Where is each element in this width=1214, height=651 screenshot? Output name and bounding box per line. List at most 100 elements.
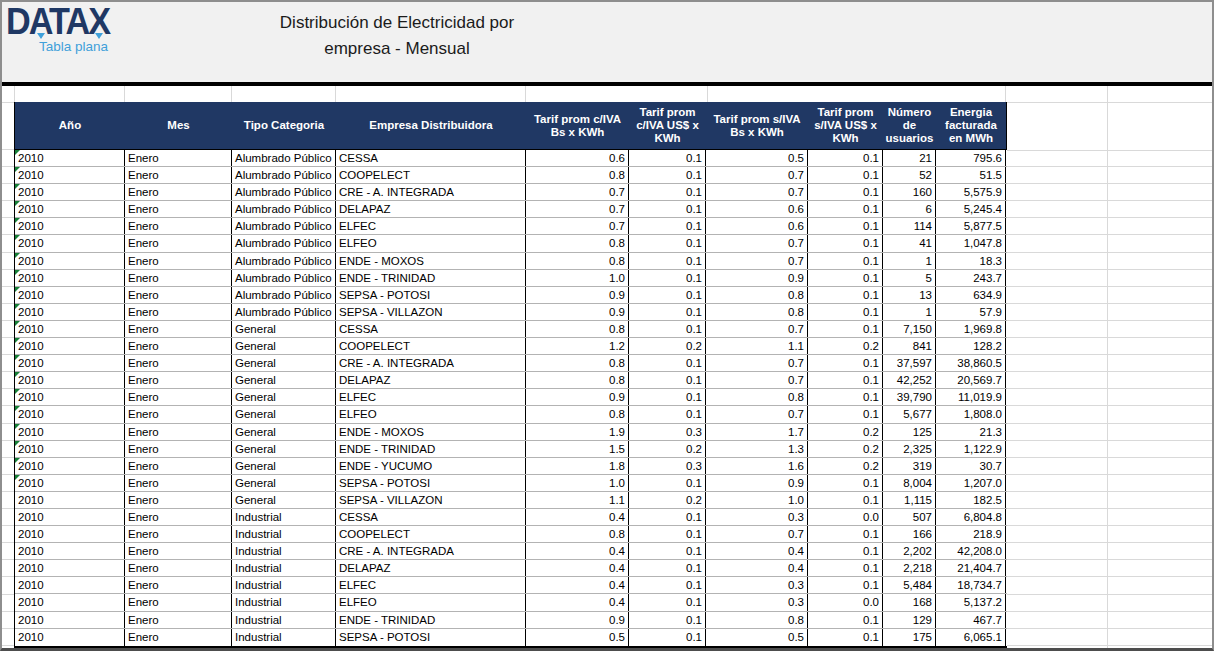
table-cell[interactable]: 6,804.8 bbox=[936, 509, 1006, 525]
table-cell[interactable]: Alumbrado Público bbox=[232, 184, 336, 200]
table-cell[interactable]: 0.1 bbox=[629, 184, 706, 200]
table-cell[interactable]: 0.5 bbox=[526, 629, 629, 646]
table-cell[interactable]: 0.1 bbox=[808, 389, 883, 405]
table-cell[interactable]: 13 bbox=[883, 287, 936, 303]
table-cell[interactable]: 0.1 bbox=[629, 167, 706, 183]
table-cell[interactable]: 2010 bbox=[15, 338, 125, 354]
table-cell[interactable]: 0.7 bbox=[526, 218, 629, 234]
table-cell[interactable]: 2010 bbox=[15, 253, 125, 269]
table-cell[interactable]: 30.7 bbox=[936, 458, 1006, 474]
table-cell[interactable]: ELFEC bbox=[336, 218, 526, 234]
table-cell[interactable]: 0.1 bbox=[629, 389, 706, 405]
table-cell[interactable]: 1,122.9 bbox=[936, 441, 1006, 457]
table-cell[interactable]: Enero bbox=[125, 287, 232, 303]
table-cell[interactable]: General bbox=[232, 355, 336, 371]
table-cell[interactable]: 1,207.0 bbox=[936, 475, 1006, 491]
table-cell[interactable]: 0.1 bbox=[808, 235, 883, 251]
table-cell[interactable]: 6 bbox=[883, 201, 936, 217]
table-cell[interactable]: 2010 bbox=[15, 458, 125, 474]
table-cell[interactable]: 0.7 bbox=[706, 167, 808, 183]
table-cell[interactable]: Industrial bbox=[232, 629, 336, 646]
table-cell[interactable]: 57.9 bbox=[936, 304, 1006, 320]
table-cell[interactable]: 0.7 bbox=[706, 321, 808, 337]
table-cell[interactable]: 0.8 bbox=[526, 321, 629, 337]
table-cell[interactable]: 0.1 bbox=[808, 560, 883, 576]
table-cell[interactable]: ENDE - TRINIDAD bbox=[336, 612, 526, 628]
table-cell[interactable]: 0.1 bbox=[808, 475, 883, 491]
table-cell[interactable]: 1.2 bbox=[526, 338, 629, 354]
table-cell[interactable]: Enero bbox=[125, 218, 232, 234]
table-cell[interactable]: Enero bbox=[125, 441, 232, 457]
table-cell[interactable]: 2010 bbox=[15, 475, 125, 491]
table-cell[interactable]: 0.8 bbox=[526, 253, 629, 269]
table-cell[interactable]: 2010 bbox=[15, 218, 125, 234]
table-cell[interactable]: CRE - A. INTEGRADA bbox=[336, 355, 526, 371]
column-header-tarif-prom-c-iva-bs-x-kwh[interactable]: Tarif prom c/IVA Bs x KWh bbox=[526, 102, 629, 149]
table-cell[interactable]: 0.1 bbox=[808, 304, 883, 320]
table-cell[interactable]: Enero bbox=[125, 253, 232, 269]
table-cell[interactable]: 160 bbox=[883, 184, 936, 200]
table-cell[interactable]: 0.8 bbox=[706, 612, 808, 628]
table-cell[interactable]: Enero bbox=[125, 338, 232, 354]
table-cell[interactable]: 5,484 bbox=[883, 577, 936, 593]
table-cell[interactable]: 37,597 bbox=[883, 355, 936, 371]
table-cell[interactable]: 0.4 bbox=[526, 543, 629, 559]
column-header-empresa-distribuidora[interactable]: Empresa Distribuidora bbox=[336, 102, 526, 149]
table-cell[interactable]: 1.6 bbox=[706, 458, 808, 474]
table-cell[interactable]: 2010 bbox=[15, 492, 125, 508]
table-cell[interactable]: 0.3 bbox=[706, 509, 808, 525]
table-cell[interactable]: Enero bbox=[125, 509, 232, 525]
table-cell[interactable]: 1 bbox=[883, 304, 936, 320]
table-cell[interactable]: 2010 bbox=[15, 372, 125, 388]
table-cell[interactable]: Enero bbox=[125, 372, 232, 388]
table-cell[interactable]: 1,808.0 bbox=[936, 406, 1006, 422]
table-cell[interactable]: DELAPAZ bbox=[336, 201, 526, 217]
table-cell[interactable]: 2010 bbox=[15, 543, 125, 559]
table-cell[interactable]: 0.7 bbox=[706, 253, 808, 269]
table-cell[interactable]: 1.7 bbox=[706, 424, 808, 440]
table-cell[interactable]: 0.1 bbox=[629, 612, 706, 628]
table-cell[interactable]: Alumbrado Público bbox=[232, 270, 336, 286]
table-cell[interactable]: 38,860.5 bbox=[936, 355, 1006, 371]
table-cell[interactable]: 51.5 bbox=[936, 167, 1006, 183]
table-cell[interactable]: SEPSA - VILLAZON bbox=[336, 304, 526, 320]
table-cell[interactable]: 7,150 bbox=[883, 321, 936, 337]
table-cell[interactable]: 41 bbox=[883, 235, 936, 251]
table-cell[interactable]: 0.9 bbox=[526, 612, 629, 628]
table-cell[interactable]: 42,252 bbox=[883, 372, 936, 388]
table-cell[interactable]: 0.8 bbox=[706, 389, 808, 405]
table-cell[interactable]: Enero bbox=[125, 321, 232, 337]
table-cell[interactable]: 0.2 bbox=[808, 458, 883, 474]
table-cell[interactable]: 0.7 bbox=[706, 372, 808, 388]
table-cell[interactable]: Enero bbox=[125, 270, 232, 286]
table-cell[interactable]: 18,734.7 bbox=[936, 577, 1006, 593]
table-cell[interactable]: Alumbrado Público bbox=[232, 167, 336, 183]
table-cell[interactable]: 114 bbox=[883, 218, 936, 234]
table-cell[interactable]: Enero bbox=[125, 458, 232, 474]
table-cell[interactable]: ENDE - TRINIDAD bbox=[336, 441, 526, 457]
table-cell[interactable]: 0.0 bbox=[808, 509, 883, 525]
table-cell[interactable]: 2010 bbox=[15, 526, 125, 542]
table-cell[interactable]: CESSA bbox=[336, 509, 526, 525]
table-cell[interactable]: 0.7 bbox=[706, 235, 808, 251]
table-cell[interactable]: General bbox=[232, 492, 336, 508]
table-cell[interactable]: 5,877.5 bbox=[936, 218, 1006, 234]
table-cell[interactable]: 0.2 bbox=[808, 338, 883, 354]
column-header-energia-facturada-en-mwh[interactable]: Energia facturada en MWh bbox=[936, 102, 1006, 149]
table-cell[interactable]: ENDE - MOXOS bbox=[336, 253, 526, 269]
table-cell[interactable]: 0.1 bbox=[808, 287, 883, 303]
table-cell[interactable]: 1,047.8 bbox=[936, 235, 1006, 251]
table-cell[interactable]: 0.7 bbox=[526, 201, 629, 217]
table-cell[interactable]: 0.1 bbox=[629, 218, 706, 234]
table-cell[interactable]: 20,569.7 bbox=[936, 372, 1006, 388]
table-cell[interactable]: 0.9 bbox=[706, 475, 808, 491]
table-cell[interactable]: 0.4 bbox=[526, 560, 629, 576]
table-cell[interactable]: 2010 bbox=[15, 167, 125, 183]
table-cell[interactable]: 21,404.7 bbox=[936, 560, 1006, 576]
table-cell[interactable]: Enero bbox=[125, 526, 232, 542]
table-cell[interactable]: 166 bbox=[883, 526, 936, 542]
table-cell[interactable]: 2010 bbox=[15, 424, 125, 440]
table-cell[interactable]: 0.1 bbox=[629, 560, 706, 576]
table-cell[interactable]: 5,245.4 bbox=[936, 201, 1006, 217]
table-cell[interactable]: 1.9 bbox=[526, 424, 629, 440]
